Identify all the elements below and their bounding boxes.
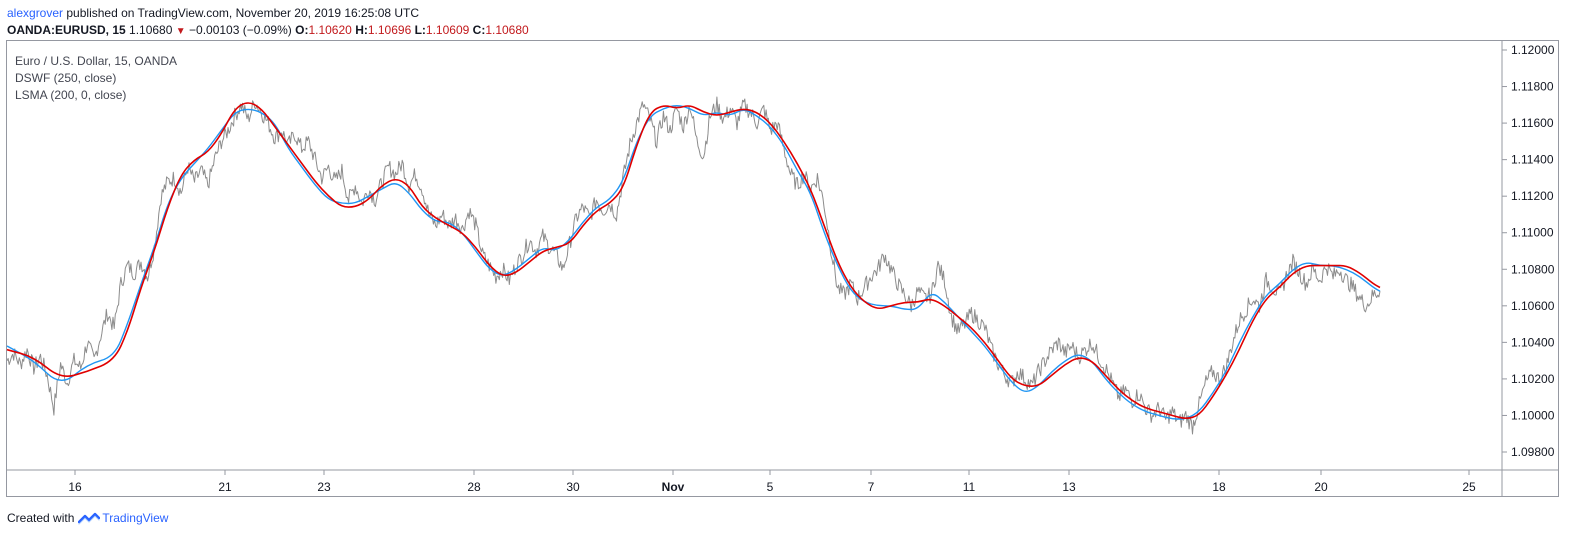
tradingview-brand-link[interactable]: TradingView: [102, 511, 169, 525]
lsma-line: [6, 102, 1381, 419]
price-change: −0.00103 (−0.09%): [189, 23, 292, 37]
price-line: [6, 96, 1381, 435]
time-axis-label: Nov: [662, 480, 685, 494]
time-axis-label: 23: [317, 480, 331, 494]
time-axis-label: 20: [1314, 480, 1328, 494]
close-label: C:: [472, 23, 486, 37]
published-text: published on TradingView.com, November 2…: [66, 6, 420, 20]
author-link[interactable]: alexgrover: [7, 6, 64, 20]
footer: Created with TradingView: [7, 510, 168, 526]
last-price: 1.10680: [129, 23, 173, 37]
price-axis-label: 1.11400: [1511, 153, 1554, 167]
low-label: L:: [414, 23, 426, 37]
dswf-series: [6, 105, 1381, 420]
legend-title: Euro / U.S. Dollar, 15, OANDA: [15, 54, 178, 68]
price-axis-label: 1.11800: [1511, 80, 1554, 94]
time-axis-label: 18: [1212, 480, 1226, 494]
time-axis-label: 13: [1062, 480, 1076, 494]
quote-line: OANDA:EURUSD, 15 1.10680 ▼ −0.00103 (−0.…: [7, 22, 529, 40]
time-axis-label: 7: [868, 480, 875, 494]
chart-legend: Euro / U.S. Dollar, 15, OANDA DSWF (250,…: [15, 53, 177, 104]
open-value: 1.10620: [308, 23, 352, 37]
price-axis[interactable]: 1.09800 1.10000 1.10200 1.10400 1.10600 1.108…: [1502, 43, 1555, 459]
price-axis-label: 1.10000: [1511, 408, 1555, 422]
tradingview-logo-icon: [78, 512, 101, 525]
high-label: H:: [355, 23, 368, 37]
close-value: 1.10680: [485, 23, 529, 37]
dswf-line: [6, 105, 1381, 420]
legend-indicator-lsma[interactable]: LSMA (200, 0, close): [15, 88, 127, 102]
legend-indicator-dswf[interactable]: DSWF (250, close): [15, 71, 117, 85]
lsma-series: [6, 102, 1381, 419]
price-axis-label: 1.12000: [1511, 43, 1555, 57]
time-axis-label: 30: [566, 480, 580, 494]
price-axis-label: 1.10800: [1511, 262, 1555, 276]
price-axis-label: 1.10600: [1511, 299, 1555, 313]
publish-header: alexgrover published on TradingView.com,…: [7, 5, 419, 21]
price-axis-label: 1.11600: [1511, 116, 1554, 130]
price-axis-label: 1.11200: [1511, 189, 1554, 203]
time-axis-label: 28: [467, 480, 481, 494]
time-axis[interactable]: 16 21 23 28 30 Nov 5 7 11 13 18 20 25: [68, 470, 1476, 494]
symbol-label[interactable]: OANDA:EURUSD, 15: [7, 23, 126, 37]
price-axis-label: 1.10200: [1511, 372, 1555, 386]
time-axis-label: 16: [68, 480, 82, 494]
time-axis-label: 25: [1462, 480, 1476, 494]
price-axis-label: 1.10400: [1511, 335, 1555, 349]
time-axis-label: 21: [218, 480, 232, 494]
time-axis-label: 11: [963, 480, 976, 494]
price-series: [6, 96, 1381, 435]
chart-frame[interactable]: [6, 40, 1559, 497]
price-axis-label: 1.09800: [1511, 445, 1555, 459]
open-label: O:: [295, 23, 309, 37]
triangle-down-icon: ▼: [175, 26, 186, 37]
price-axis-label: 1.11000: [1511, 226, 1554, 240]
time-axis-label: 5: [767, 480, 774, 494]
created-with-text: Created with: [7, 511, 75, 525]
low-value: 1.10609: [425, 23, 470, 37]
high-value: 1.10696: [367, 23, 412, 37]
